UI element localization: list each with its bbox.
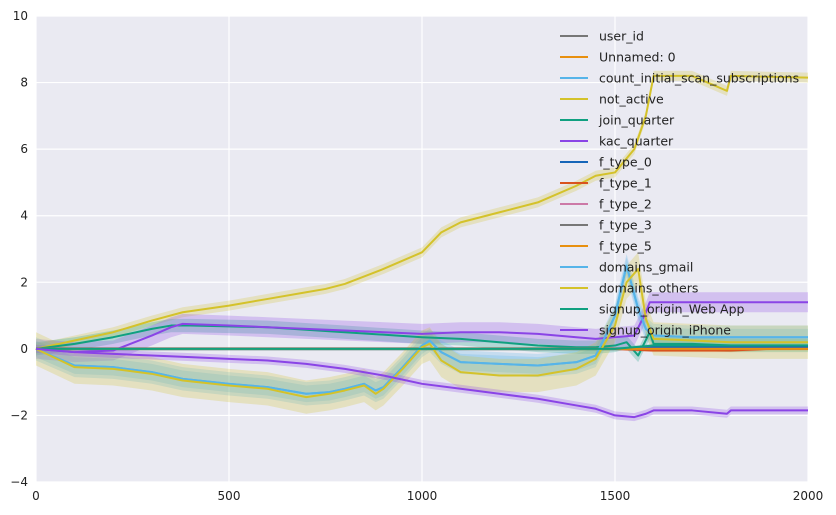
- x-tick-label: 1000: [407, 489, 438, 503]
- band-join-quarter: [36, 318, 808, 363]
- x-tick-label: 0: [32, 489, 40, 503]
- line-join-quarter: [35, 324, 808, 357]
- legend-label-f-type-1: f_type_1: [599, 176, 652, 191]
- line-domains-others: [35, 267, 808, 399]
- y-tick-label: 4: [20, 209, 28, 223]
- legend-label-not-active: not_active: [599, 92, 664, 107]
- y-tick-labels: −4 −2 0 2 4 6 8 10: [10, 9, 28, 489]
- y-tick-label: 10: [13, 9, 28, 23]
- legend-label-user-id: user_id: [599, 29, 644, 44]
- legend-label-join-quarter: join_quarter: [598, 113, 675, 128]
- x-tick-label: 500: [218, 489, 241, 503]
- line-not-active: [35, 74, 809, 350]
- x-tick-label: 2000: [793, 489, 824, 503]
- line-signup-origin-iphone: [35, 347, 808, 419]
- legend-label-f-type-2: f_type_2: [599, 197, 652, 212]
- x-tick-label: 1500: [600, 489, 631, 503]
- legend-label-f-type-5: f_type_5: [599, 239, 652, 254]
- legend-label-domains-gmail: domains_gmail: [599, 260, 693, 275]
- legend-label-f-type-3: f_type_3: [599, 218, 652, 233]
- y-tick-label: 2: [20, 275, 28, 289]
- legend: user_id Unnamed: 0 count_initial_scan_subs…: [560, 29, 799, 338]
- y-tick-label: −2: [10, 408, 28, 422]
- series-lines: [35, 74, 809, 419]
- legend-label-signup-origin-web-app: signup_origin_Web App: [599, 302, 745, 317]
- band-count-initial-scan-subscriptions: [36, 257, 808, 403]
- legend-label-kac-quarter: kac_quarter: [599, 134, 674, 149]
- line-domains-gmail: [35, 264, 808, 395]
- legend-label-signup-origin-iphone: signup_origin_iPhone: [599, 323, 731, 338]
- legend-label-f-type-0: f_type_0: [599, 155, 652, 170]
- legend-label-domains-others: domains_others: [599, 281, 698, 296]
- legend-label-unnamed-0: Unnamed: 0: [599, 50, 676, 65]
- line-signup-origin-web-app: [36, 344, 808, 350]
- legend-label-count-initial-scan-subscriptions: count_initial_scan_subscriptions: [599, 71, 799, 86]
- y-tick-label: 6: [20, 142, 28, 156]
- y-tick-label: −4: [10, 475, 28, 489]
- band-domains-gmail: [36, 253, 808, 406]
- y-tick-label: 0: [20, 342, 28, 356]
- y-tick-label: 8: [20, 76, 28, 90]
- line-kac-quarter: [35, 301, 808, 354]
- x-tick-labels: 0 500 1000 1500 2000: [32, 489, 823, 503]
